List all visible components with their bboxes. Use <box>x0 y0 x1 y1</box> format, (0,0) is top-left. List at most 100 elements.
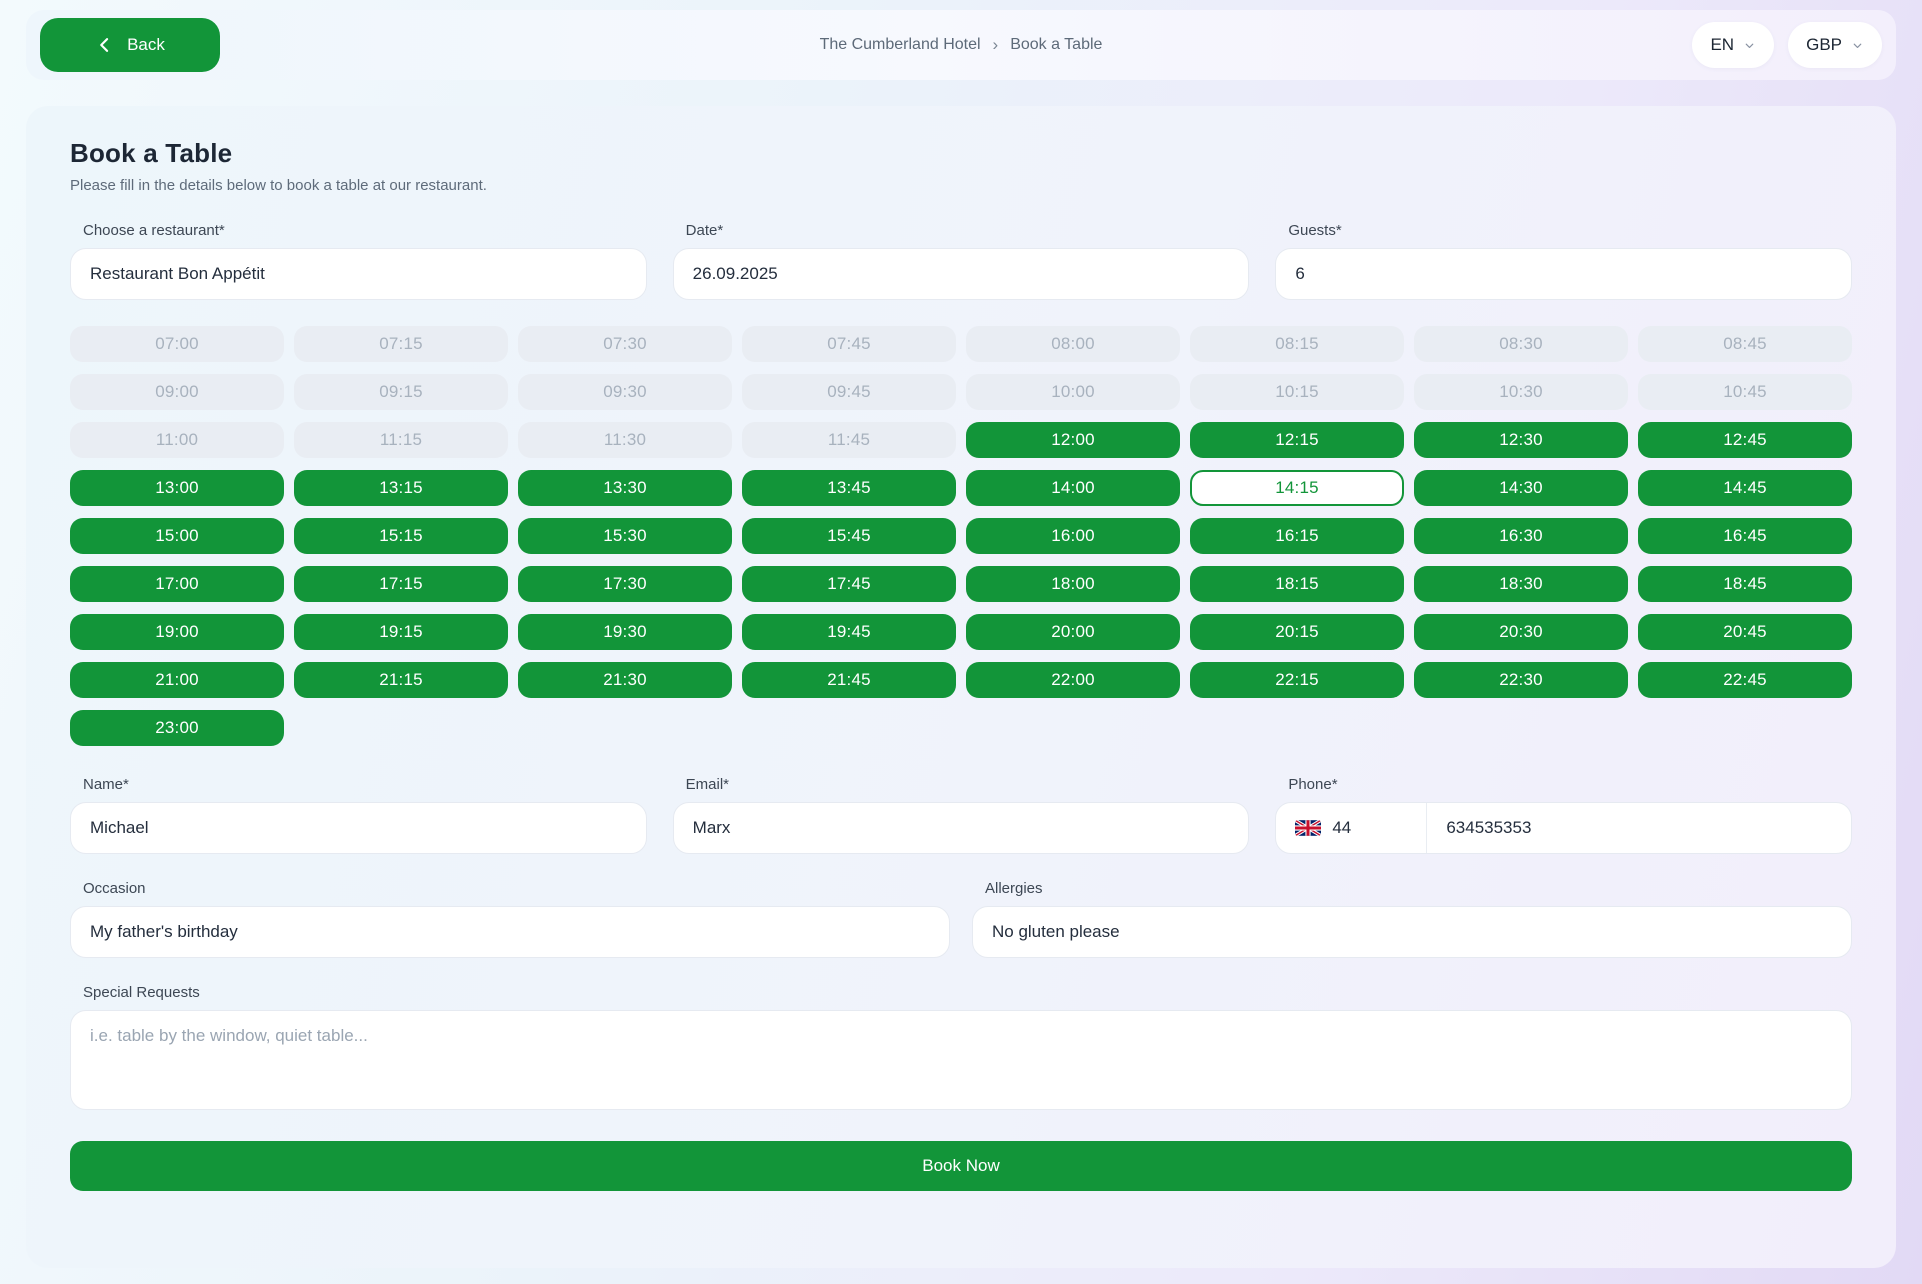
time-slot-20-15[interactable]: 20:15 <box>1190 614 1404 650</box>
preferences-row: Occasion Allergies <box>70 880 1852 958</box>
time-slot-12-00[interactable]: 12:00 <box>966 422 1180 458</box>
time-slot-08-15: 08:15 <box>1190 326 1404 362</box>
time-slot-10-30: 10:30 <box>1414 374 1628 410</box>
time-slot-21-30[interactable]: 21:30 <box>518 662 732 698</box>
time-slot-09-45: 09:45 <box>742 374 956 410</box>
phone-divider <box>1426 803 1428 853</box>
booking-basics-row: Choose a restaurant* Date* Guests* <box>70 222 1852 300</box>
restaurant-field-group: Choose a restaurant* <box>70 222 647 300</box>
time-slot-18-15[interactable]: 18:15 <box>1190 566 1404 602</box>
time-slot-09-30: 09:30 <box>518 374 732 410</box>
time-slot-19-15[interactable]: 19:15 <box>294 614 508 650</box>
book-now-button[interactable]: Book Now <box>70 1141 1852 1191</box>
occasion-field-group: Occasion <box>70 880 950 958</box>
page-title: Book a Table <box>70 138 233 168</box>
allergies-input[interactable] <box>972 906 1852 958</box>
time-slot-17-15[interactable]: 17:15 <box>294 566 508 602</box>
time-slot-16-30[interactable]: 16:30 <box>1414 518 1628 554</box>
time-slot-15-15[interactable]: 15:15 <box>294 518 508 554</box>
email-input[interactable] <box>672 802 1250 854</box>
time-slot-11-45: 11:45 <box>742 422 956 458</box>
chevron-down-icon <box>1851 39 1864 52</box>
time-slot-15-30[interactable]: 15:30 <box>518 518 732 554</box>
back-button[interactable]: Back <box>40 18 220 72</box>
time-slot-13-15[interactable]: 13:15 <box>294 470 508 506</box>
time-slot-12-30[interactable]: 12:30 <box>1414 422 1628 458</box>
occasion-label: Occasion <box>83 880 146 897</box>
phone-label: Phone* <box>1288 776 1338 793</box>
time-slot-21-45[interactable]: 21:45 <box>742 662 956 698</box>
time-slot-16-00[interactable]: 16:00 <box>966 518 1180 554</box>
phone-number-input[interactable] <box>1427 803 1851 853</box>
time-slot-14-30[interactable]: 14:30 <box>1414 470 1628 506</box>
time-slot-17-30[interactable]: 17:30 <box>518 566 732 602</box>
email-label: Email* <box>685 776 730 793</box>
time-slot-16-45[interactable]: 16:45 <box>1638 518 1852 554</box>
country-code-selector[interactable]: 44 <box>1276 803 1426 853</box>
special-requests-textarea[interactable] <box>70 1010 1852 1110</box>
time-slot-17-45[interactable]: 17:45 <box>742 566 956 602</box>
date-input[interactable] <box>672 248 1250 300</box>
occasion-input[interactable] <box>70 906 950 958</box>
language-selector[interactable]: EN <box>1692 22 1775 68</box>
time-slot-21-00[interactable]: 21:00 <box>70 662 284 698</box>
time-slot-22-00[interactable]: 22:00 <box>966 662 1180 698</box>
guests-input[interactable] <box>1275 248 1852 300</box>
restaurant-input[interactable] <box>70 248 647 300</box>
allergies-label: Allergies <box>985 880 1043 897</box>
time-slot-16-15[interactable]: 16:15 <box>1190 518 1404 554</box>
time-slot-17-00[interactable]: 17:00 <box>70 566 284 602</box>
guests-field-group: Guests* <box>1275 222 1852 300</box>
time-slot-07-15: 07:15 <box>294 326 508 362</box>
name-field-group: Name* <box>70 776 647 854</box>
time-slot-22-15[interactable]: 22:15 <box>1190 662 1404 698</box>
uk-flag-icon <box>1295 820 1322 836</box>
time-slot-12-45[interactable]: 12:45 <box>1638 422 1852 458</box>
page-subtitle: Please fill in the details below to book… <box>70 177 487 194</box>
special-requests-label: Special Requests <box>83 984 200 1001</box>
time-slot-14-00[interactable]: 14:00 <box>966 470 1180 506</box>
time-slot-08-00: 08:00 <box>966 326 1180 362</box>
time-slot-19-45[interactable]: 19:45 <box>742 614 956 650</box>
time-slot-20-30[interactable]: 20:30 <box>1414 614 1628 650</box>
time-slot-14-45[interactable]: 14:45 <box>1638 470 1852 506</box>
top-bar: Back The Cumberland Hotel › Book a Table… <box>26 10 1896 80</box>
time-slot-12-15[interactable]: 12:15 <box>1190 422 1404 458</box>
time-slot-20-00[interactable]: 20:00 <box>966 614 1180 650</box>
date-field-group: Date* <box>672 222 1250 300</box>
time-slot-18-45[interactable]: 18:45 <box>1638 566 1852 602</box>
time-slot-08-45: 08:45 <box>1638 326 1852 362</box>
time-slot-19-30[interactable]: 19:30 <box>518 614 732 650</box>
time-slot-15-00[interactable]: 15:00 <box>70 518 284 554</box>
time-slot-11-30: 11:30 <box>518 422 732 458</box>
name-input[interactable] <box>70 802 647 854</box>
time-slot-19-00[interactable]: 19:00 <box>70 614 284 650</box>
time-slot-13-45[interactable]: 13:45 <box>742 470 956 506</box>
time-slot-20-45[interactable]: 20:45 <box>1638 614 1852 650</box>
breadcrumb-hotel[interactable]: The Cumberland Hotel <box>819 36 981 53</box>
time-slot-14-15[interactable]: 14:15 <box>1190 470 1404 506</box>
name-label: Name* <box>83 776 129 793</box>
time-slot-21-15[interactable]: 21:15 <box>294 662 508 698</box>
time-slot-22-45[interactable]: 22:45 <box>1638 662 1852 698</box>
time-slot-13-30[interactable]: 13:30 <box>518 470 732 506</box>
time-slot-07-30: 07:30 <box>518 326 732 362</box>
back-button-label: Back <box>127 35 165 54</box>
breadcrumb-separator-icon: › <box>992 35 999 54</box>
time-slot-13-00[interactable]: 13:00 <box>70 470 284 506</box>
country-code-value: 44 <box>1332 818 1352 837</box>
time-slot-15-45[interactable]: 15:45 <box>742 518 956 554</box>
top-actions: EN GBP <box>1692 22 1882 68</box>
time-slot-23-00[interactable]: 23:00 <box>70 710 284 746</box>
breadcrumb-book-a-table[interactable]: Book a Table <box>1010 36 1103 53</box>
time-slot-10-00: 10:00 <box>966 374 1180 410</box>
currency-selector[interactable]: GBP <box>1788 22 1882 68</box>
guests-label: Guests* <box>1288 222 1342 239</box>
time-slot-18-30[interactable]: 18:30 <box>1414 566 1628 602</box>
time-slot-18-00[interactable]: 18:00 <box>966 566 1180 602</box>
date-label: Date* <box>685 222 724 239</box>
time-slot-22-30[interactable]: 22:30 <box>1414 662 1628 698</box>
time-slot-11-00: 11:00 <box>70 422 284 458</box>
booking-card: Book a Table Please fill in the details … <box>26 106 1896 1268</box>
phone-input: 44 <box>1275 802 1852 854</box>
